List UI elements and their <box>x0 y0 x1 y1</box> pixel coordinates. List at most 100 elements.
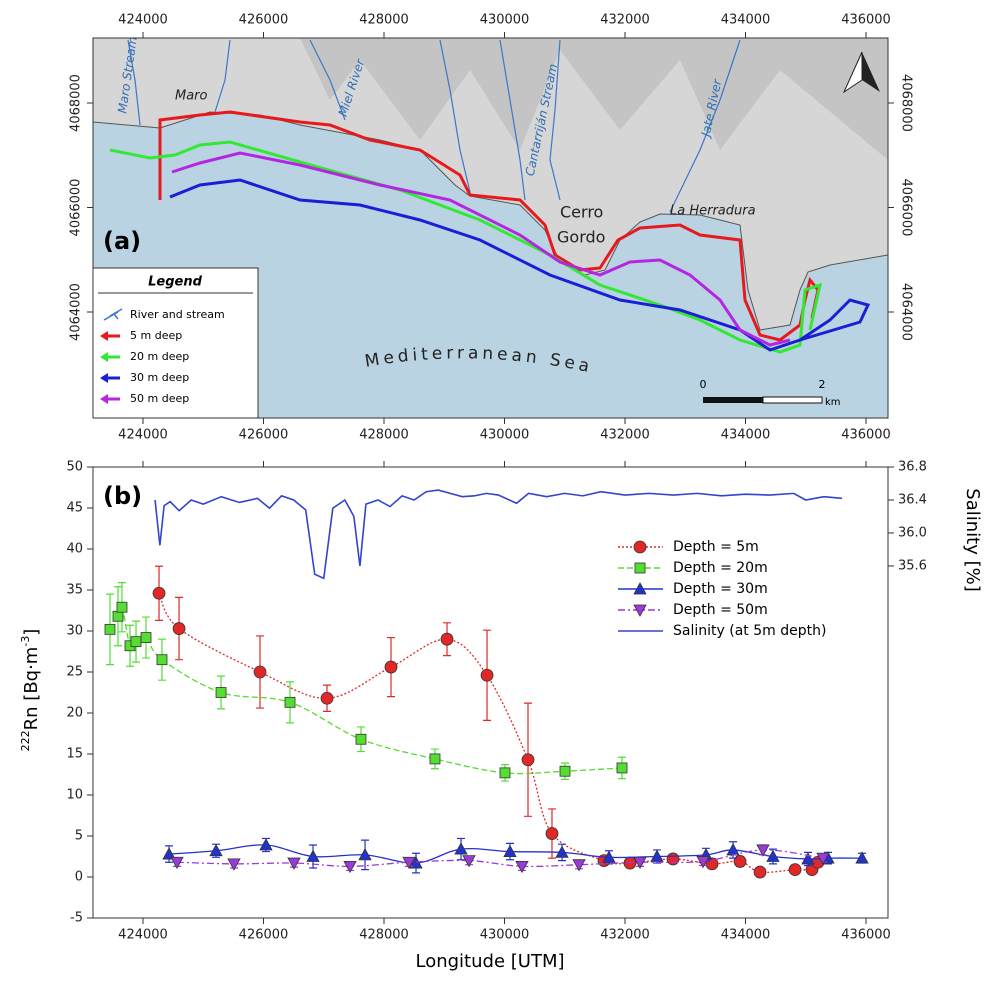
y-tick-label: 45 <box>66 501 83 516</box>
marker <box>321 692 333 704</box>
map-y-tick-label: 4064000 <box>899 283 914 341</box>
y2-tick-label: 36.0 <box>898 525 927 540</box>
x-tick-label: 426000 <box>239 928 289 943</box>
legend-label: 5 m deep <box>130 329 182 342</box>
y-tick-label: 25 <box>66 665 83 680</box>
y2-tick-label: 36.4 <box>898 492 927 507</box>
y-label-part: -3 <box>19 636 32 647</box>
x-tick-label: 436000 <box>841 928 891 943</box>
map-y-tick-label: 4066000 <box>899 179 914 237</box>
figure: Legend Mediterranean Sea 0 2 km (a) Maro… <box>0 0 989 977</box>
marker <box>153 587 165 599</box>
marker <box>441 633 453 645</box>
marker <box>131 637 141 647</box>
panel-label: (b) <box>103 482 142 510</box>
map-x-tick-label: 430000 <box>480 428 530 443</box>
map-x-tick-label: 424000 <box>118 428 168 443</box>
legend-label: 30 m deep <box>130 371 189 384</box>
y-tick-label: 20 <box>66 706 83 721</box>
marker <box>546 828 558 840</box>
x-tick-label: 430000 <box>480 928 530 943</box>
page: Map and radon chart {"map": {"panel_labe… <box>0 0 989 981</box>
y-tick-label: 35 <box>66 583 83 598</box>
y-tick-label: -5 <box>70 911 83 926</box>
marker <box>141 633 151 643</box>
marker <box>117 602 127 612</box>
legend-label: 20 m deep <box>130 350 189 363</box>
map-legend-title: Legend <box>148 275 202 290</box>
panel-label: (a) <box>103 227 141 255</box>
marker <box>734 855 746 867</box>
map-x-tick-label: 428000 <box>359 13 409 28</box>
place-label: La Herradura <box>670 204 756 219</box>
y2-tick-label: 35.6 <box>898 558 927 573</box>
legend-label: Depth = 30m <box>673 581 768 597</box>
scale-tick: 2 <box>819 378 826 391</box>
fit-line <box>110 606 622 774</box>
x-tick-label: 428000 <box>359 928 409 943</box>
marker <box>754 866 766 878</box>
map-x-tick-label: 428000 <box>359 428 409 443</box>
legend-marker <box>634 541 646 553</box>
y-tick-label: 50 <box>66 460 83 475</box>
map-y-tick-label: 4064000 <box>69 283 84 341</box>
marker <box>727 844 739 855</box>
map-y-tick-label: 4066000 <box>69 179 84 237</box>
y2-axis-label: Salinity [%] <box>962 488 983 591</box>
marker <box>385 661 397 673</box>
marker <box>430 754 440 764</box>
map-x-tick-label: 434000 <box>721 13 771 28</box>
marker <box>105 624 115 634</box>
scale-bar-white <box>763 397 822 403</box>
y-tick-label: 15 <box>66 747 83 762</box>
map-x-tick-label: 424000 <box>118 13 168 28</box>
marker <box>173 623 185 635</box>
y-label-part: Rn [Bq·m <box>21 647 42 731</box>
map-x-tick-label: 426000 <box>239 428 289 443</box>
y-tick-label: 30 <box>66 624 83 639</box>
marker <box>667 853 679 865</box>
place-label: Gordo <box>557 228 605 247</box>
y-tick-label: 0 <box>75 870 83 885</box>
scale-bar-black <box>703 397 763 403</box>
map-x-tick-label: 426000 <box>239 13 289 28</box>
y-tick-label: 40 <box>66 542 83 557</box>
x-tick-label: 434000 <box>721 928 771 943</box>
map-y-tick-label: 4068000 <box>899 74 914 132</box>
marker <box>789 864 801 876</box>
marker <box>254 666 266 678</box>
x-axis-label: Longitude [UTM] <box>416 951 565 972</box>
marker <box>617 763 627 773</box>
marker <box>285 697 295 707</box>
marker <box>113 611 123 621</box>
scale-tick: 0 <box>700 378 707 391</box>
fit-line <box>177 850 823 867</box>
y-label-part: 222 <box>19 730 32 751</box>
legend-label: Depth = 5m <box>673 539 759 555</box>
y-tick-label: 10 <box>66 788 83 803</box>
map-x-tick-label: 434000 <box>721 428 771 443</box>
x-tick-label: 424000 <box>118 928 168 943</box>
marker <box>500 768 510 778</box>
legend-label: Salinity (at 5m depth) <box>673 623 826 639</box>
legend-label: Depth = 20m <box>673 560 768 576</box>
legend-label: River and stream <box>130 308 225 321</box>
marker <box>356 734 366 744</box>
marker <box>481 669 493 681</box>
scale-unit: km <box>825 397 841 408</box>
legend-label: 50 m deep <box>130 392 189 405</box>
map-x-tick-label: 436000 <box>841 428 891 443</box>
marker <box>216 688 226 698</box>
legend-label: Depth = 50m <box>673 602 768 618</box>
map-area: Legend Mediterranean Sea 0 2 km (a) Maro… <box>93 36 888 418</box>
body: Legend Mediterranean Sea 0 2 km (a) Maro… <box>0 0 989 981</box>
y-label-part: ] <box>21 629 42 636</box>
x-tick-label: 432000 <box>600 928 650 943</box>
marker <box>573 860 585 871</box>
marker <box>157 655 167 665</box>
map-x-tick-label: 436000 <box>841 13 891 28</box>
y2-tick-label: 36.8 <box>898 460 927 475</box>
y-tick-label: 5 <box>75 829 83 844</box>
y-axis-label: 222Rn [Bq·m-3] <box>19 629 42 752</box>
map-x-tick-label: 430000 <box>480 13 530 28</box>
